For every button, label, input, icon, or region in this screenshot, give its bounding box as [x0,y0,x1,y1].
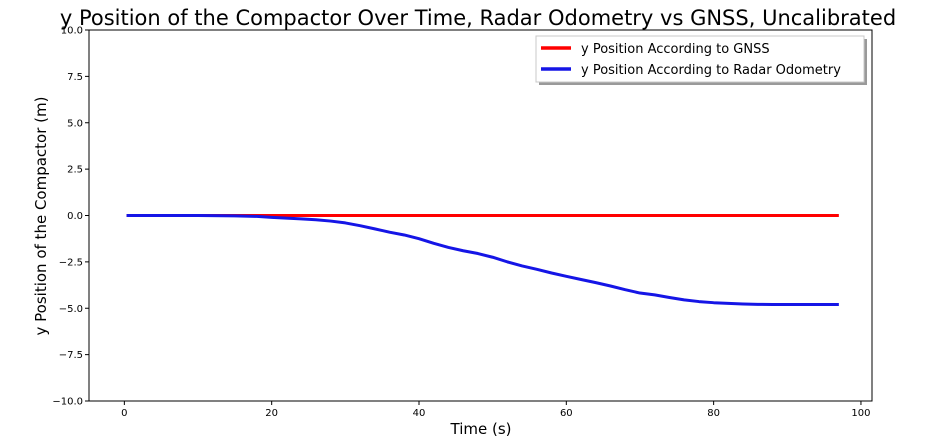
y-tick-label: −7.5 [59,350,83,361]
y-tick-label: 0.0 [67,211,83,222]
y-tick-label: −2.5 [59,257,83,268]
legend-label-gnss: y Position According to GNSS [581,42,770,57]
series-layer [126,214,839,307]
y-tick-label: −5.0 [59,304,83,315]
x-tick-label: 100 [851,408,870,419]
x-axis: 0 20 40 60 80 100 [121,401,870,419]
x-tick-label: 60 [560,408,573,419]
x-axis-label: Time (s) [450,420,512,438]
x-tick-label: 80 [707,408,720,419]
chart-title: y Position of the Compactor Over Time, R… [60,6,896,30]
y-tick-label: 10.0 [61,26,83,37]
y-axis-label: y Position of the Compactor (m) [32,97,50,336]
series-line-radar-odometry [126,214,839,307]
y-tick-label: 5.0 [67,118,83,129]
x-tick-label: 0 [121,408,127,419]
legend-box [535,35,865,83]
legend: y Position According to GNSS y Position … [535,35,867,85]
y-tick-label: 7.5 [67,72,83,83]
x-tick-label: 40 [413,408,426,419]
y-tick-label: −10.0 [52,397,83,408]
legend-label-radar: y Position According to Radar Odometry [581,63,841,78]
x-tick-label: 20 [265,408,278,419]
y-axis: 10.0 7.5 5.0 2.5 0.0 −2.5 −5.0 −7.5 −10.0 [52,26,89,408]
y-tick-label: 2.5 [67,165,83,176]
